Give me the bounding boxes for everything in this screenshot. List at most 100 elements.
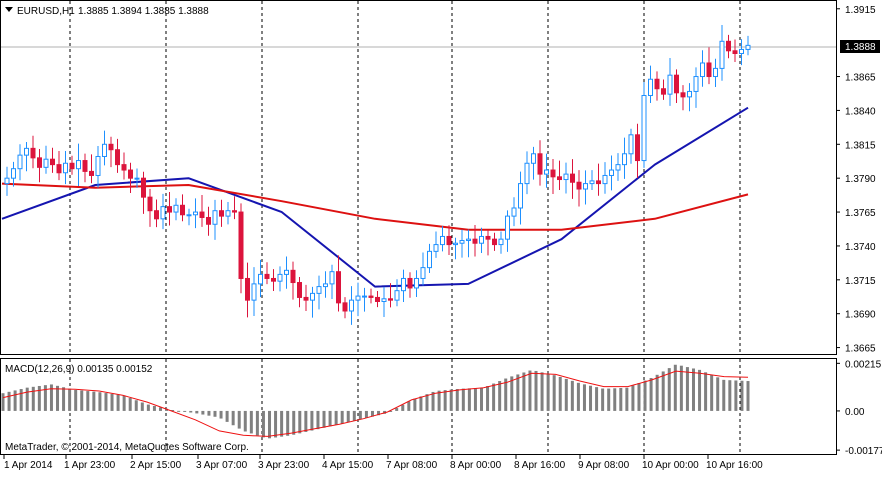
time-axis: 1 Apr 2014 1 Apr 23:00 2 Apr 15:00 3 Apr 07…	[3, 455, 763, 471]
macd-bar	[455, 389, 459, 411]
candle	[290, 261, 296, 300]
macd-bar	[492, 383, 496, 411]
macd-bar	[631, 385, 635, 411]
candle	[238, 203, 244, 294]
x-tick-label: 3 Apr 23:00	[258, 460, 310, 471]
macd-bar	[655, 374, 659, 411]
macd-bar	[510, 376, 514, 411]
macd-bar	[413, 398, 417, 411]
macd-bar	[558, 376, 562, 411]
macd-bar	[595, 387, 599, 411]
candle	[381, 286, 387, 318]
candle	[258, 259, 263, 298]
macd-bar	[637, 383, 641, 411]
macd-bar	[516, 374, 520, 411]
macd-bar	[249, 410, 253, 434]
candle	[160, 193, 166, 230]
macd-bar	[352, 410, 356, 421]
macd-bar	[540, 372, 544, 411]
candle	[667, 58, 673, 106]
x-tick-label: 8 Apr 16:00	[514, 460, 566, 471]
candle	[193, 198, 198, 229]
candle	[4, 166, 10, 196]
macd-bar	[589, 385, 593, 411]
macd-bar	[576, 382, 580, 411]
macd-bar	[334, 410, 338, 425]
candle	[43, 145, 49, 174]
x-tick-label: 7 Apr 08:00	[386, 460, 438, 471]
candle	[505, 210, 510, 252]
x-tick-label: 4 Apr 15:00	[322, 460, 374, 471]
macd-bar	[152, 405, 156, 411]
macd-bar	[716, 377, 720, 411]
watermark: MetaTrader, © 2001-2014, MetaQuotes Soft…	[5, 442, 249, 453]
candle	[56, 151, 62, 181]
macd-bar	[564, 378, 568, 411]
macd-bar	[128, 398, 132, 411]
candle	[316, 275, 322, 310]
candle	[732, 39, 738, 62]
candle	[277, 266, 283, 292]
macd-bar	[74, 389, 78, 411]
macd-bar	[377, 410, 381, 416]
candle	[680, 85, 686, 111]
macd-bar	[619, 388, 623, 411]
macd-histogram	[1, 364, 750, 439]
macd-bar	[140, 402, 144, 411]
macd-grid	[69, 359, 741, 454]
candle	[355, 282, 361, 317]
macd-bar	[219, 410, 223, 419]
macd-bar	[643, 380, 647, 411]
macd-bar	[461, 388, 465, 411]
macd-bar	[546, 373, 550, 411]
macd-bar	[134, 400, 138, 411]
macd-bar	[322, 410, 326, 428]
candle	[511, 197, 517, 227]
macd-bar	[49, 384, 53, 411]
candle	[589, 170, 595, 190]
macd-bar	[607, 388, 611, 411]
triangle-down-icon[interactable]	[5, 7, 13, 12]
main-panel-frame	[0, 0, 837, 355]
candle	[427, 243, 432, 274]
candle	[17, 144, 23, 181]
macd-bar	[189, 410, 193, 413]
candle	[180, 194, 185, 222]
macd-bar	[98, 392, 102, 411]
macd-bar	[679, 365, 683, 411]
x-tick-label: 2 Apr 15:00	[130, 460, 182, 471]
macd-bar	[358, 410, 362, 420]
macd-bar	[691, 368, 695, 411]
x-tick-label: 9 Apr 08:00	[578, 460, 630, 471]
ma-slow-line	[1, 182, 749, 231]
macd-bar	[213, 410, 217, 417]
candle	[726, 34, 731, 59]
macd-bar	[364, 410, 368, 419]
candle	[50, 147, 55, 173]
macd-bar	[68, 388, 72, 411]
macd-bar	[62, 387, 66, 411]
macd-bar	[437, 390, 441, 411]
y-tick-label: 0.00	[845, 407, 865, 418]
macd-bar	[56, 385, 60, 411]
macd-bar	[346, 410, 350, 423]
candle	[492, 232, 497, 251]
macd-bar	[407, 401, 411, 411]
candle	[206, 206, 211, 236]
macd-bar	[601, 388, 605, 411]
macd-bar	[649, 378, 653, 411]
macd-bar	[582, 384, 586, 411]
macd-bar	[171, 410, 175, 412]
macd-bar	[728, 380, 732, 411]
candle	[37, 148, 42, 183]
macd-bar	[613, 388, 617, 411]
macd-bar	[534, 370, 538, 411]
candle	[583, 170, 588, 205]
macd-bar	[86, 391, 90, 411]
candle	[563, 162, 569, 194]
candle	[69, 155, 75, 175]
macd-signal-line	[2, 370, 749, 437]
candle	[375, 291, 380, 308]
